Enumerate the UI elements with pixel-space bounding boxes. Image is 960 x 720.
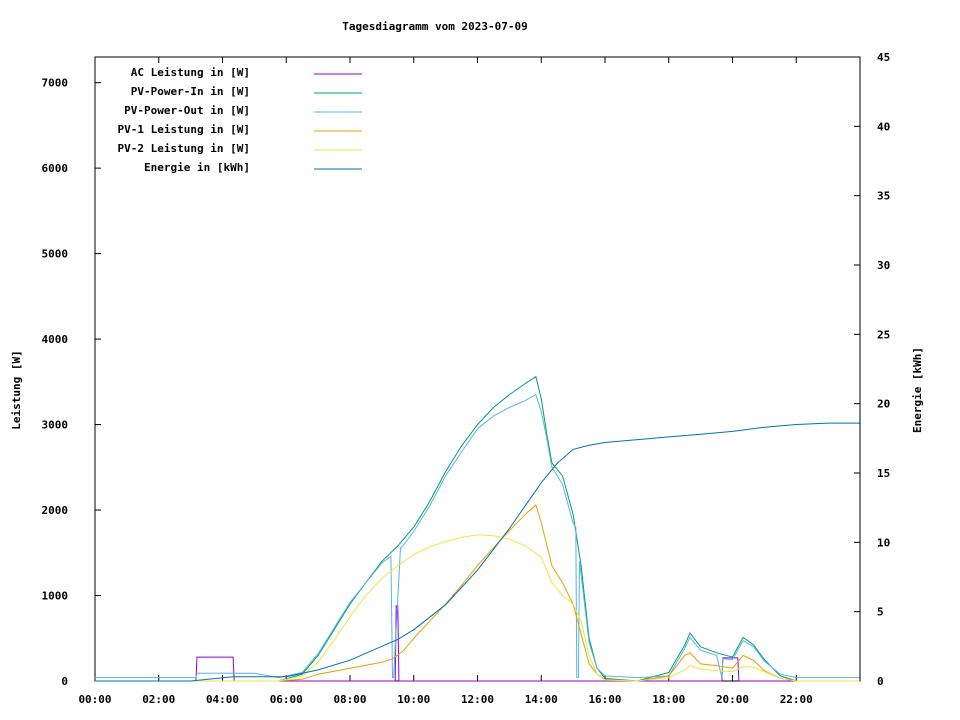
x-tick-label: 20:00 xyxy=(716,693,749,706)
x-tick-label: 12:00 xyxy=(461,693,494,706)
x-tick-label: 04:00 xyxy=(206,693,239,706)
x-tick-label: 08:00 xyxy=(333,693,366,706)
y2-tick-label: 15 xyxy=(877,467,890,480)
legend: AC Leistung in [W] PV-Power-In in [W] PV-P… xyxy=(118,66,362,174)
x-tick-label: 16:00 xyxy=(588,693,621,706)
x-tick-label: 18:00 xyxy=(652,693,685,706)
y-tick-label: 0 xyxy=(61,675,68,688)
y-axis-label: Leistung [W] xyxy=(10,350,23,429)
y-tick-label: 6000 xyxy=(42,162,69,175)
series-line-4 xyxy=(95,504,860,682)
y2-tick-label: 40 xyxy=(877,120,890,133)
series-line-5 xyxy=(95,534,860,682)
y2-tick-label: 45 xyxy=(877,51,890,64)
legend-label: AC Leistung in [W] xyxy=(131,66,250,79)
series-line-2 xyxy=(95,375,860,682)
legend-label: PV-Power-Out in [W] xyxy=(124,104,250,117)
x-tick-label: 00:00 xyxy=(78,693,111,706)
y2-tick-label: 10 xyxy=(877,536,890,549)
series-line-1 xyxy=(95,605,860,682)
axis-ticks: 00:00 02:00 04:00 06:00 08:00 10:00 12:00 14:00… xyxy=(42,51,891,706)
x-tick-label: 10:00 xyxy=(397,693,430,706)
y-tick-label: 3000 xyxy=(42,419,69,432)
legend-label: Energie in [kWh] xyxy=(144,161,250,174)
x-tick-label: 02:00 xyxy=(142,693,175,706)
y2-tick-label: 35 xyxy=(877,190,890,203)
y2-tick-label: 20 xyxy=(877,398,890,411)
x-tick-label: 22:00 xyxy=(780,693,813,706)
series-line-3 xyxy=(95,393,860,679)
y2-tick-label: 5 xyxy=(877,606,884,619)
y-tick-label: 7000 xyxy=(42,77,69,90)
series-line-6 xyxy=(95,422,860,682)
y2-tick-label: 25 xyxy=(877,328,890,341)
chart-title: Tagesdiagramm vom 2023-07-09 xyxy=(342,20,527,33)
y-tick-label: 2000 xyxy=(42,504,69,517)
x-tick-label: 14:00 xyxy=(525,693,558,706)
y2-axis-label: Energie [kWh] xyxy=(911,347,924,433)
y-tick-label: 5000 xyxy=(42,248,69,261)
legend-label: PV-Power-In in [W] xyxy=(131,85,250,98)
legend-label: PV-2 Leistung in [W] xyxy=(118,142,250,155)
x-tick-label: 06:00 xyxy=(270,693,303,706)
y2-tick-label: 30 xyxy=(877,259,890,272)
y2-tick-label: 0 xyxy=(877,675,884,688)
series-layer xyxy=(95,375,860,682)
y-tick-label: 1000 xyxy=(42,590,69,603)
y-tick-label: 4000 xyxy=(42,333,69,346)
legend-label: PV-1 Leistung in [W] xyxy=(118,123,250,136)
